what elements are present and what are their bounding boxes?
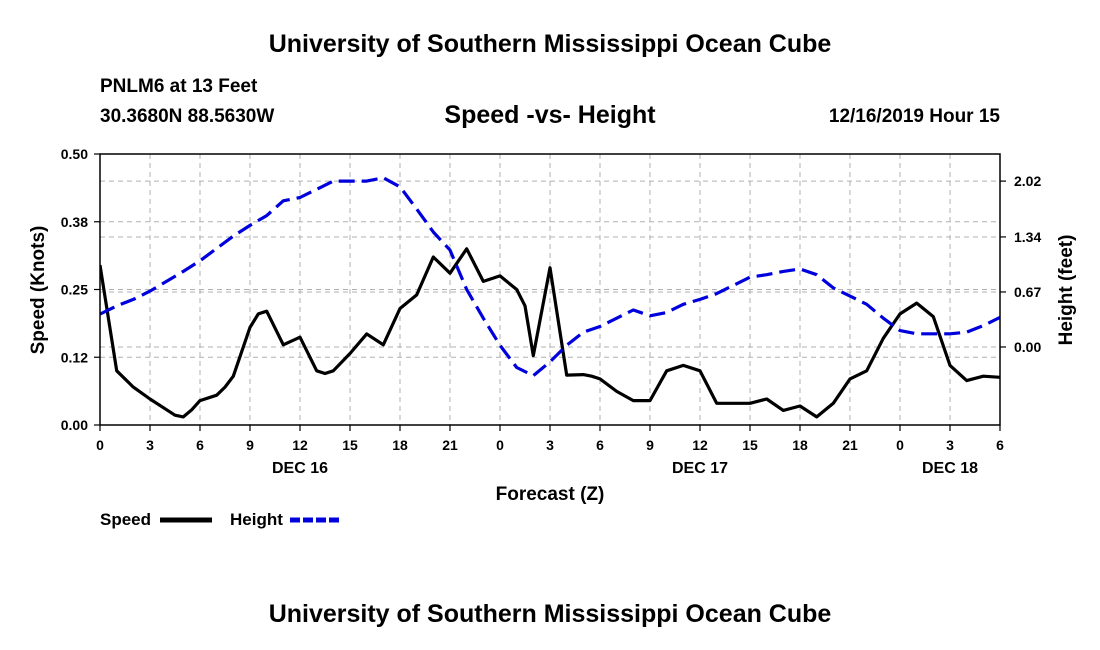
x-tick-label: 3 [546, 437, 554, 453]
x-tick-label: 21 [842, 437, 858, 453]
x-tick-label: 0 [496, 437, 504, 453]
page-title: University of Southern Mississippi Ocean… [268, 30, 832, 58]
y2-tick-label: 1.34 [1014, 229, 1041, 245]
grid-lines [100, 154, 1000, 425]
x-tick-label: 3 [946, 437, 954, 453]
x-tick-label: 9 [246, 437, 254, 453]
axes: 0 3 6 9 12 15 18 21 0 3 6 9 12 15 18 21 0 3 6 DEC 16 DEC 17 D… [61, 146, 1042, 477]
x-tick-label: 6 [596, 437, 604, 453]
x-tick-label: 0 [896, 437, 904, 453]
y-tick-label: 0.50 [61, 146, 88, 162]
station-label: PNLM6 at 13 Feet [100, 76, 258, 97]
legend-speed-label: Speed [100, 510, 151, 529]
coordinates-label: 30.3680N 88.5630W [100, 106, 275, 127]
series-layer [100, 176, 1000, 419]
date-label: DEC 18 [922, 460, 978, 477]
y2-tick-label: 0.67 [1014, 284, 1041, 300]
x-tick-label: 0 [96, 437, 104, 453]
x-tick-label: 12 [292, 437, 308, 453]
x-tick-label: 6 [196, 437, 204, 453]
y-tick-label: 0.00 [61, 417, 88, 433]
x-tick-label: 21 [442, 437, 458, 453]
y-tick-label: 0.12 [61, 349, 88, 365]
x-tick-label: 15 [742, 437, 758, 453]
date-label: DEC 17 [672, 460, 728, 477]
x-tick-label: 6 [996, 437, 1004, 453]
y-axis-label: Speed (Knots) [28, 226, 49, 355]
timestamp-label: 12/16/2019 Hour 15 [828, 106, 1000, 127]
x-axis-label: Forecast (Z) [496, 484, 605, 505]
x-tick-label: 15 [342, 437, 358, 453]
date-label: DEC 16 [272, 460, 328, 477]
x-tick-label: 9 [646, 437, 654, 453]
y-tick-label: 0.38 [61, 214, 88, 230]
y2-tick-label: 2.02 [1014, 173, 1041, 189]
series-height-line [100, 176, 1000, 378]
x-tick-label: 18 [792, 437, 808, 453]
y-tick-label: 0.25 [61, 282, 88, 298]
series-speed-line [100, 247, 1000, 419]
x-tick-label: 18 [392, 437, 408, 453]
chart-subtitle: Speed -vs- Height [444, 101, 656, 129]
footer-title: University of Southern Mississippi Ocean… [268, 600, 832, 628]
legend: Speed Height [100, 510, 342, 529]
x-tick-label: 3 [146, 437, 154, 453]
y2-tick-label: 0.00 [1014, 339, 1041, 355]
x-tick-label: 12 [692, 437, 708, 453]
legend-height-label: Height [230, 510, 283, 529]
y2-axis-label: Height (feet) [1056, 235, 1077, 346]
